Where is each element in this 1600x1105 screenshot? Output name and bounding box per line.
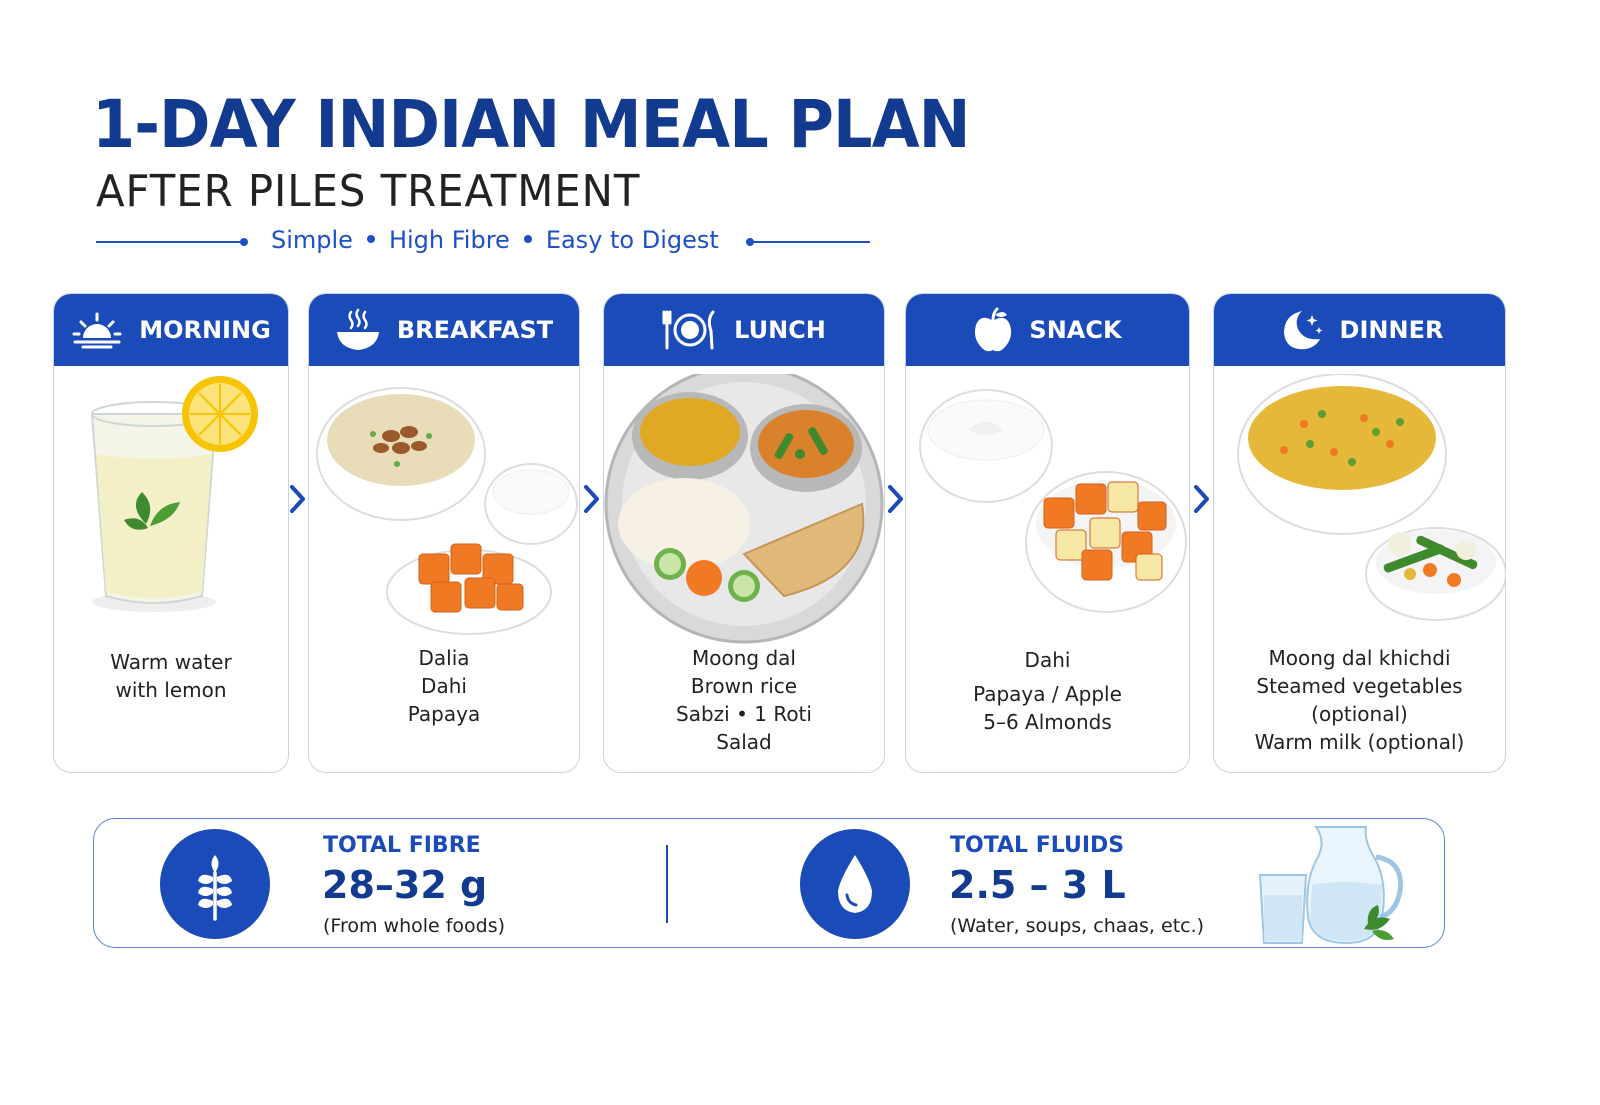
- meal-label: MORNING: [139, 316, 271, 344]
- thali-illustration: [604, 374, 884, 644]
- meal-item: Moong dal: [692, 646, 796, 670]
- tagline-rule-left: [96, 238, 248, 246]
- chevron-right-icon: [888, 485, 903, 513]
- meal-items: Moong dal Brown rice Sabzi • 1 Roti Sala…: [604, 644, 884, 756]
- lemon-water-illustration: [90, 376, 258, 612]
- tagline-item: High Fibre: [388, 226, 510, 254]
- chevron-right-icon: [1194, 485, 1209, 513]
- meal-label: BREAKFAST: [396, 316, 554, 344]
- meal-item: Warm milk (optional): [1254, 730, 1465, 754]
- meal-card-snack: SNACK Dahi Papaya / Apple 5–6 Almonds: [905, 293, 1190, 773]
- meal-item: Warm water: [110, 650, 232, 674]
- chevron-right-icon: [290, 485, 305, 513]
- wheat-icon: [160, 829, 270, 939]
- tagline: Simple High Fibre Easy to Digest: [271, 226, 719, 254]
- meal-card-header: MORNING: [54, 294, 288, 366]
- meal-item: Dahi: [421, 674, 467, 698]
- meal-label: DINNER: [1339, 316, 1444, 344]
- tagline-item: Simple: [271, 226, 353, 254]
- summary-panel: TOTAL FIBRE 28–32 g (From whole foods) T…: [93, 818, 1445, 948]
- summary-divider: [666, 845, 668, 923]
- plate-cutlery-icon: [662, 310, 715, 350]
- tagline-item: Easy to Digest: [545, 226, 719, 254]
- khichdi-vegetables-illustration: [1237, 374, 1505, 621]
- meal-card-lunch: LUNCH Moong dal Brown rice Sabzi • 1 Rot…: [603, 293, 885, 773]
- meal-item: 5–6 Almonds: [983, 710, 1112, 734]
- water-drop-icon: [800, 829, 910, 939]
- dalia-dahi-papaya-illustration: [316, 387, 578, 635]
- tagline-row: Simple High Fibre Easy to Digest: [96, 226, 886, 256]
- fluids-note: (Water, soups, chaas, etc.): [950, 915, 1205, 937]
- meal-card-morning: MORNING Warm water with lemon: [53, 293, 289, 773]
- dahi-fruit-illustration: [919, 389, 1187, 613]
- meal-items: Moong dal khichdi Steamed vegetables (op…: [1214, 644, 1505, 756]
- chevron-right-icon: [584, 485, 599, 513]
- moon-stars-icon: [1283, 311, 1323, 350]
- meal-item: Sabzi • 1 Roti: [676, 702, 812, 726]
- meal-card-breakfast: BREAKFAST Dalia Dahi Papaya: [308, 293, 580, 773]
- fibre-label: TOTAL FIBRE: [323, 833, 481, 858]
- meal-item: Dalia: [418, 646, 470, 670]
- meal-label: SNACK: [1029, 316, 1122, 344]
- fibre-note: (From whole foods): [323, 915, 506, 937]
- fluids-label: TOTAL FLUIDS: [950, 833, 1125, 858]
- fibre-value: 28–32 g: [322, 863, 488, 907]
- meal-item: Dahi: [1024, 648, 1071, 672]
- meal-label: LUNCH: [734, 316, 826, 344]
- meal-card-header: SNACK: [906, 294, 1189, 366]
- meal-card-header: LUNCH: [604, 294, 884, 366]
- page-title: 1-DAY INDIAN MEAL PLAN: [92, 86, 971, 163]
- fluids-value: 2.5 – 3 L: [949, 863, 1126, 907]
- page-subtitle: AFTER PILES TREATMENT: [96, 166, 641, 217]
- meal-items: Dalia Dahi Papaya: [309, 644, 579, 728]
- meal-card-header: DINNER: [1214, 294, 1505, 366]
- meal-item: Steamed vegetables: [1256, 674, 1463, 698]
- meal-item: Brown rice: [690, 674, 798, 698]
- meal-item: Papaya: [407, 702, 481, 726]
- meal-item: (optional): [1311, 702, 1408, 726]
- meal-card-dinner: DINNER Moong dal khichdi Steamed vegetab…: [1213, 293, 1506, 773]
- meal-items: Warm water with lemon: [54, 648, 288, 704]
- meal-item: with lemon: [115, 678, 227, 702]
- water-jug-illustration: [1258, 826, 1403, 945]
- sunrise-icon: [72, 312, 122, 349]
- meal-items: Dahi Papaya / Apple 5–6 Almonds: [906, 646, 1189, 736]
- meal-card-header: BREAKFAST: [309, 294, 579, 366]
- meal-item: Salad: [716, 730, 772, 754]
- meal-item: Papaya / Apple: [973, 682, 1122, 706]
- apple-icon: [975, 307, 1012, 352]
- tagline-rule-right: [746, 238, 870, 246]
- meal-item: Moong dal khichdi: [1268, 646, 1451, 670]
- steaming-bowl-icon: [336, 308, 379, 350]
